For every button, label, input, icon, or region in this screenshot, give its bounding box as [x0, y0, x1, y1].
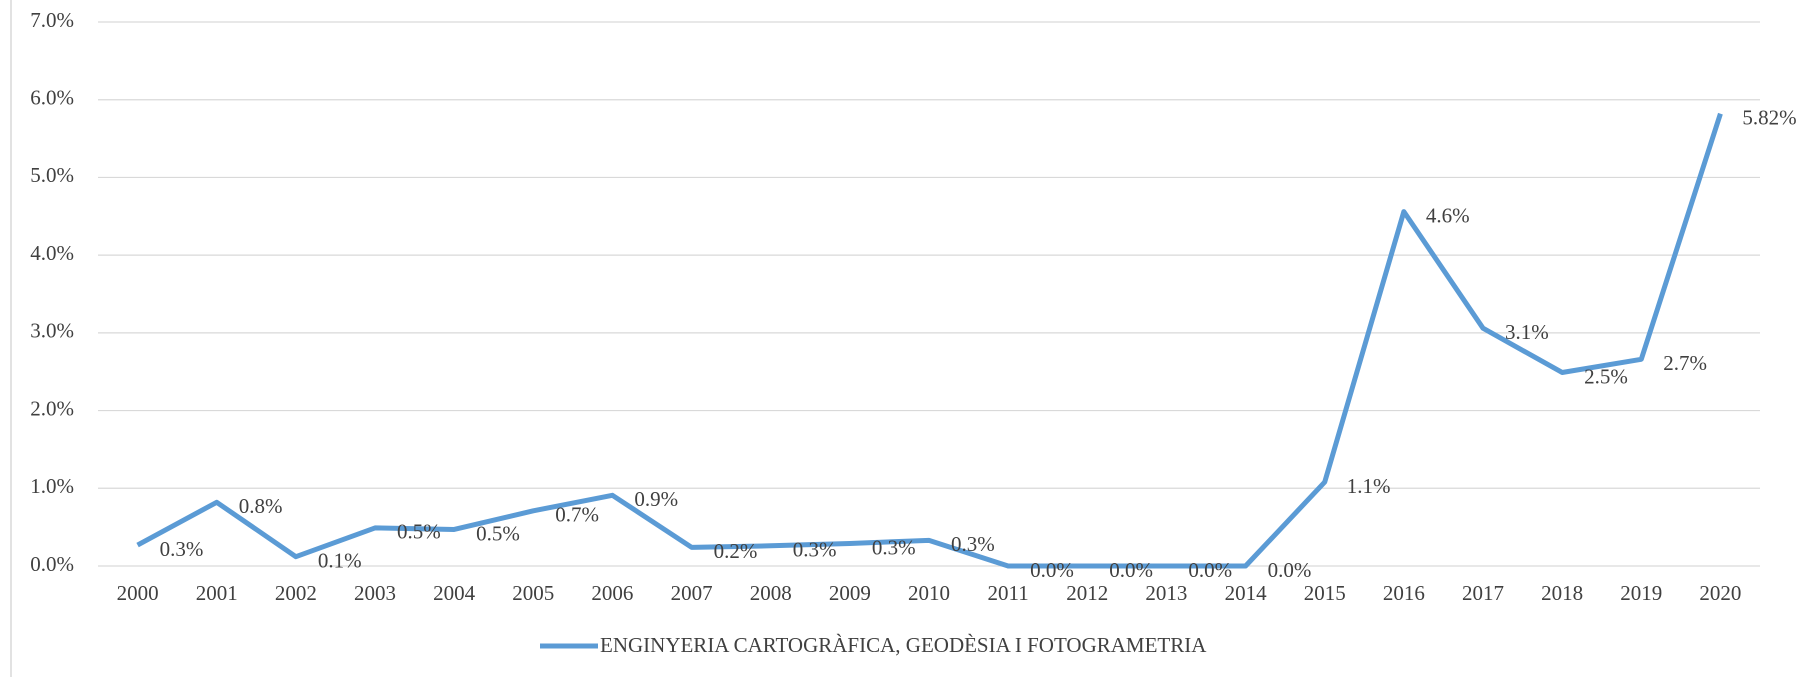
data-label: 2.5%	[1584, 364, 1628, 388]
x-tick-label: 2002	[275, 581, 317, 605]
data-label: 0.0%	[1268, 558, 1312, 582]
y-tick-label: 4.0%	[30, 241, 74, 265]
y-tick-label: 5.0%	[30, 163, 74, 187]
x-tick-label: 2019	[1620, 581, 1662, 605]
x-tick-label: 2003	[354, 581, 396, 605]
data-label: 0.0%	[1109, 558, 1153, 582]
x-tick-label: 2017	[1462, 581, 1504, 605]
x-tick-label: 2020	[1699, 581, 1741, 605]
data-label: 2.7%	[1663, 351, 1707, 375]
data-label: 0.1%	[318, 548, 362, 572]
x-tick-label: 2013	[1145, 581, 1187, 605]
data-label: 0.0%	[1030, 558, 1074, 582]
data-label: 0.5%	[476, 521, 520, 545]
x-tick-label: 2007	[671, 581, 713, 605]
data-label: 0.7%	[555, 503, 599, 527]
data-label: 0.5%	[397, 520, 441, 544]
x-tick-label: 2012	[1066, 581, 1108, 605]
x-tick-label: 2004	[433, 581, 476, 605]
x-tick-label: 2009	[829, 581, 871, 605]
x-tick-label: 2018	[1541, 581, 1583, 605]
data-label: 0.3%	[951, 532, 995, 556]
x-tick-label: 2006	[591, 581, 633, 605]
x-tick-label: 2001	[196, 581, 238, 605]
data-label: 4.6%	[1426, 203, 1470, 227]
x-tick-label: 2008	[750, 581, 792, 605]
y-tick-label: 0.0%	[30, 552, 74, 576]
data-label: 0.8%	[239, 494, 283, 518]
x-tick-label: 2011	[988, 581, 1029, 605]
data-label: 0.3%	[872, 535, 916, 559]
x-tick-label: 2014	[1225, 581, 1268, 605]
y-tick-label: 6.0%	[30, 86, 74, 110]
y-tick-label: 1.0%	[30, 474, 74, 498]
x-tick-label: 2010	[908, 581, 950, 605]
data-label: 0.3%	[160, 537, 204, 561]
data-label: 3.1%	[1505, 320, 1549, 344]
x-tick-label: 2005	[512, 581, 554, 605]
data-label: 1.1%	[1347, 474, 1391, 498]
x-tick-label: 2016	[1383, 581, 1425, 605]
x-tick-label: 2015	[1304, 581, 1346, 605]
data-label: 5.82%	[1742, 106, 1796, 130]
data-label: 0.9%	[634, 487, 678, 511]
series-line	[136, 112, 1723, 569]
legend-label: ENGINYERIA CARTOGRÀFICA, GEODÈSIA I FOTO…	[600, 633, 1207, 657]
y-tick-label: 7.0%	[30, 8, 74, 32]
y-tick-label: 3.0%	[30, 319, 74, 343]
data-label: 0.3%	[793, 538, 837, 562]
data-label: 0.0%	[1188, 558, 1232, 582]
x-tick-label: 2000	[117, 581, 159, 605]
data-label: 0.2%	[714, 539, 758, 563]
y-tick-label: 2.0%	[30, 396, 74, 420]
